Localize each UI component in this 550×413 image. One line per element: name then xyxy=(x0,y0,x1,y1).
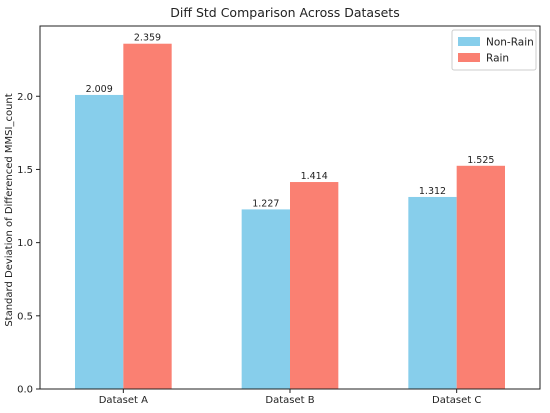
bar-dataset-a-non-rain xyxy=(75,94,124,389)
bar-dataset-c-non-rain xyxy=(408,196,457,389)
data-label: 1.414 xyxy=(301,171,328,182)
x-tick-label: Dataset C xyxy=(432,395,481,406)
x-tick-label: Dataset A xyxy=(99,395,148,406)
data-label: 1.227 xyxy=(252,198,279,209)
y-tick-label: 0.5 xyxy=(17,311,33,322)
data-label: 1.312 xyxy=(419,186,446,197)
x-tick-label: Dataset B xyxy=(265,395,314,406)
legend-swatch-non-rain xyxy=(458,37,480,46)
bar-dataset-c-rain xyxy=(456,165,505,389)
chart-title: Diff Std Comparison Across Datasets xyxy=(170,5,399,20)
y-tick-label: 2.0 xyxy=(17,92,33,103)
data-label: 2.009 xyxy=(86,84,113,95)
legend-swatch-rain xyxy=(458,53,480,62)
bar-dataset-b-non-rain xyxy=(241,209,290,389)
plot-area: 2.009 2.359 Dataset A 1.227 1.414 Dataset B 1.… xyxy=(17,25,541,406)
legend-label-rain[interactable]: Rain xyxy=(486,53,509,65)
y-tick-label: 1.0 xyxy=(17,238,33,249)
y-axis-label: Standard Deviation of Differenced MMSI_c… xyxy=(4,93,15,326)
bar-dataset-a-rain xyxy=(123,43,172,390)
data-label: 2.359 xyxy=(134,33,161,44)
bar-dataset-b-rain xyxy=(290,182,339,389)
axes-frame xyxy=(39,25,541,390)
y-tick-label: 0.0 xyxy=(17,385,33,396)
legend-label-non-rain[interactable]: Non-Rain xyxy=(486,37,534,49)
data-label: 1.525 xyxy=(467,155,494,166)
y-tick-label: 1.5 xyxy=(17,165,33,176)
legend[interactable]: Non-Rain Rain xyxy=(451,29,537,71)
